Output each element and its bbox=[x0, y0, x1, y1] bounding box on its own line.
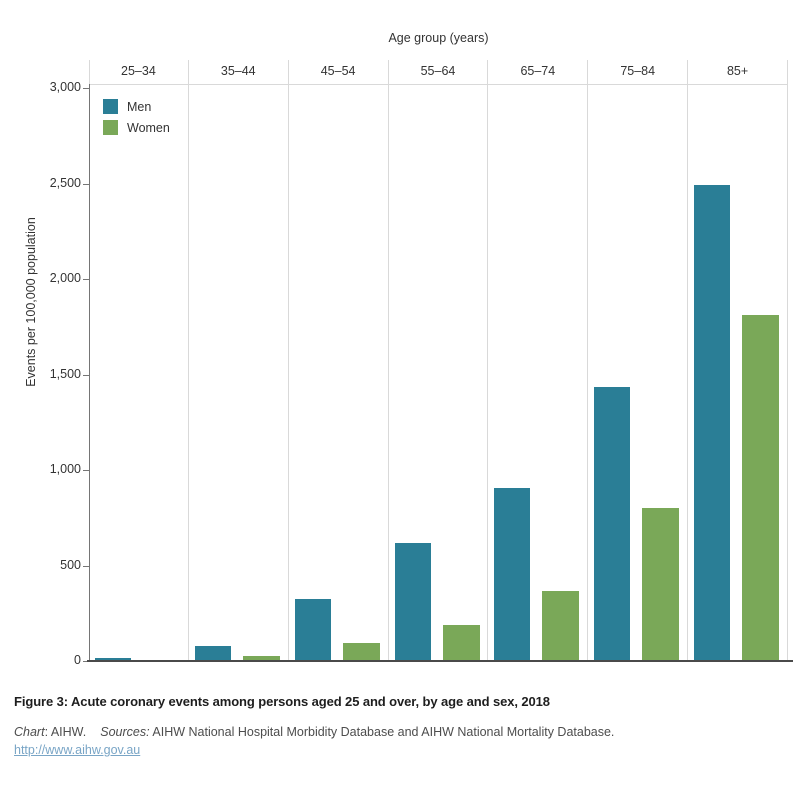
bar-men bbox=[494, 488, 531, 661]
bar-women bbox=[442, 624, 480, 661]
bar-women bbox=[742, 315, 780, 661]
y-tick-label: 2,000 bbox=[49, 271, 81, 285]
legend-item-men: Men bbox=[103, 96, 170, 117]
age-panel-65-74: 65–74 bbox=[488, 60, 589, 661]
bar-women bbox=[342, 642, 380, 661]
panel-header-label: 65–74 bbox=[520, 64, 556, 78]
bar-men bbox=[194, 645, 231, 661]
bar-women bbox=[242, 656, 280, 661]
age-panel-25-34: 25–34 bbox=[89, 60, 189, 661]
bar-women bbox=[642, 508, 680, 661]
y-tick-label: 500 bbox=[60, 557, 81, 572]
panel-header-label: 75–84 bbox=[620, 64, 656, 78]
y-tick-label: 1,000 bbox=[49, 462, 81, 476]
y-axis-line-header-segment bbox=[89, 60, 90, 84]
y-tick-label: 2,500 bbox=[49, 175, 81, 190]
chart-credit-label: Chart bbox=[14, 725, 45, 739]
panel-header-label: 55–64 bbox=[420, 64, 456, 78]
y-tick-label: 1,500 bbox=[49, 366, 81, 381]
caption-block: Figure 3: Acute coronary events among pe… bbox=[14, 694, 784, 759]
y-tick bbox=[83, 661, 89, 662]
figure-caption-title: Figure 3: Acute coronary events among pe… bbox=[14, 694, 550, 709]
age-panel-45-54: 45–54 bbox=[289, 60, 389, 661]
panel-header-label: 45–54 bbox=[320, 64, 356, 78]
bar-men bbox=[594, 386, 631, 661]
y-axis-title: Events per 100,000 population bbox=[24, 217, 38, 387]
aihw-link[interactable]: http://www.aihw.gov.au bbox=[14, 743, 141, 757]
x-axis-title: Age group (years) bbox=[388, 31, 489, 45]
sources-text: AIHW National Hospital Morbidity Databas… bbox=[149, 725, 615, 739]
legend-label: Men bbox=[127, 99, 152, 114]
sources-label: Sources: bbox=[100, 725, 150, 739]
y-tick bbox=[83, 565, 89, 567]
bar-women bbox=[542, 591, 580, 661]
y-tick bbox=[83, 279, 89, 280]
bar-men bbox=[394, 542, 431, 661]
y-tick-label: 3,000 bbox=[49, 80, 81, 94]
panel-header-label: 85+ bbox=[726, 64, 749, 78]
age-panel-75-84: 75–84 bbox=[588, 60, 689, 661]
age-panel-85+: 85+ bbox=[688, 60, 788, 661]
age-panel-55-64: 55–64 bbox=[389, 60, 489, 661]
plot-area: 25–34 35–44 45–54 55–64 65–74 75–84 85+ bbox=[89, 60, 788, 661]
chart-credit-text: : AIHW. bbox=[44, 725, 87, 739]
y-tick-label: 0 bbox=[74, 653, 81, 667]
y-tick bbox=[83, 374, 89, 376]
x-axis-baseline bbox=[87, 660, 793, 662]
legend-label: Women bbox=[127, 120, 170, 135]
bar-men bbox=[694, 185, 731, 661]
legend-swatch-women bbox=[103, 120, 118, 135]
panel-header-label: 25–34 bbox=[121, 64, 156, 78]
legend-item-women: Women bbox=[103, 117, 170, 138]
y-axis-line bbox=[89, 84, 90, 661]
bar-men bbox=[95, 658, 131, 661]
legend: Men Women bbox=[103, 96, 170, 138]
y-tick bbox=[83, 470, 89, 471]
header-underline bbox=[89, 84, 788, 85]
y-tick bbox=[83, 183, 89, 185]
y-tick bbox=[83, 88, 89, 89]
legend-swatch-men bbox=[103, 99, 118, 114]
bar-men bbox=[294, 598, 331, 661]
panel-header-label: 35–44 bbox=[220, 64, 256, 78]
source-note: Chart: AIHW. Sources: AIHW National Hospi… bbox=[14, 724, 784, 741]
age-panel-35-44: 35–44 bbox=[189, 60, 289, 661]
